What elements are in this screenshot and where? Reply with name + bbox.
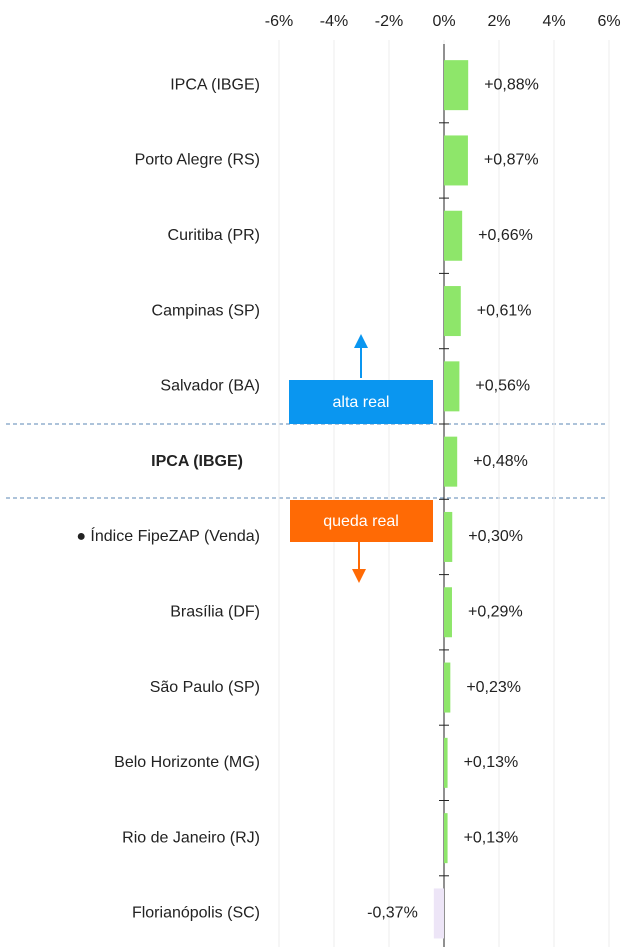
- bar: [444, 436, 458, 487]
- category-label: Porto Alegre (RS): [135, 152, 260, 169]
- category-label: Belo Horizonte (MG): [114, 754, 260, 771]
- bar: [444, 587, 452, 638]
- arrow-head: [352, 569, 366, 583]
- value-label: +0,30%: [468, 528, 523, 545]
- value-label: +0,88%: [484, 76, 539, 93]
- value-label: +0,13%: [464, 829, 519, 846]
- value-label: +0,87%: [484, 152, 539, 169]
- bar: [444, 135, 468, 186]
- bar: [444, 813, 448, 864]
- bar: [444, 737, 448, 788]
- x-tick-label: 2%: [487, 13, 510, 30]
- annotation-label: queda real: [323, 513, 399, 530]
- x-tick-label: -2%: [375, 13, 403, 30]
- bar: [444, 511, 453, 562]
- category-label: São Paulo (SP): [150, 679, 260, 696]
- value-label: +0,66%: [478, 227, 533, 244]
- category-label: ● Índice FipeZAP (Venda): [76, 526, 260, 545]
- x-tick-label: -4%: [320, 13, 348, 30]
- category-label: Florianópolis (SC): [132, 905, 260, 922]
- value-label: -0,37%: [367, 905, 418, 922]
- value-label: +0,56%: [475, 378, 530, 395]
- category-label: Campinas (SP): [152, 302, 260, 319]
- x-tick-label: 6%: [597, 13, 620, 30]
- bar: [444, 60, 469, 111]
- x-tick-label: -6%: [265, 13, 293, 30]
- value-label: +0,29%: [468, 603, 523, 620]
- category-label: IPCA (IBGE): [170, 76, 260, 93]
- category-label: Curitiba (PR): [168, 227, 260, 244]
- category-label: Salvador (BA): [160, 378, 260, 395]
- bar: [444, 286, 461, 337]
- bar: [444, 662, 451, 713]
- arrow-head: [354, 334, 368, 348]
- x-tick-label: 4%: [542, 13, 565, 30]
- bar: [444, 210, 463, 261]
- value-label: +0,13%: [464, 754, 519, 771]
- value-label: +0,48%: [473, 453, 528, 470]
- annotation-box: [290, 500, 433, 542]
- annotation-label: alta real: [333, 394, 390, 411]
- value-label: +0,23%: [466, 679, 521, 696]
- bar: [444, 361, 460, 412]
- x-tick-label: 0%: [432, 13, 455, 30]
- category-label: Brasília (DF): [170, 603, 260, 620]
- category-label: IPCA (IBGE): [151, 453, 243, 470]
- annotation-box: [289, 380, 433, 424]
- value-label: +0,61%: [477, 302, 532, 319]
- bar: [433, 888, 444, 939]
- category-label: Rio de Janeiro (RJ): [122, 829, 260, 846]
